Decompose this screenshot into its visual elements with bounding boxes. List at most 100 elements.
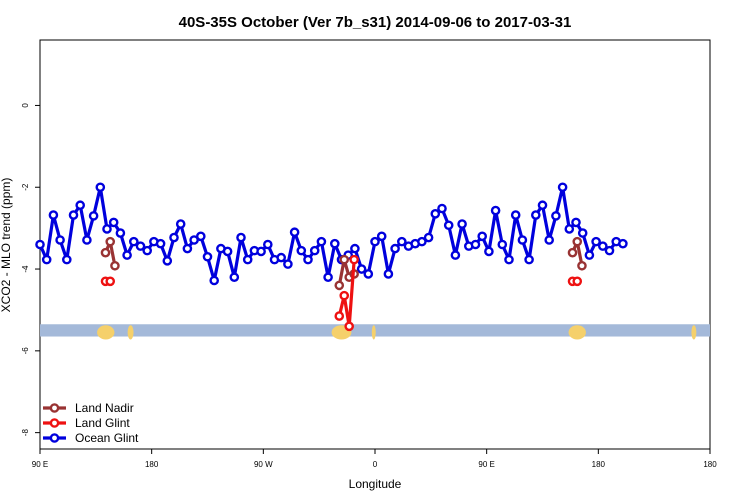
data-point <box>544 235 555 245</box>
data-point <box>490 205 501 216</box>
y-axis-label: XCO2 - MLO trend (ppm) <box>0 178 13 313</box>
data-point <box>155 238 166 249</box>
data-point <box>175 219 186 229</box>
land-patch <box>371 325 376 340</box>
data-point <box>339 290 350 301</box>
x-tick-label: 90 W <box>254 460 273 469</box>
data-point <box>182 243 193 254</box>
y-axis: 0 -2 -4 -6 -8 <box>21 103 40 437</box>
data-point <box>363 269 374 279</box>
data-point <box>169 232 179 243</box>
data-point <box>202 251 213 262</box>
data-point <box>88 211 99 221</box>
data-point <box>470 239 481 250</box>
data-point <box>334 280 345 291</box>
data-point <box>55 235 65 245</box>
data-point <box>572 236 583 247</box>
data-point <box>376 231 387 242</box>
data-point <box>443 220 454 231</box>
data-point <box>417 236 427 247</box>
data-point <box>329 238 340 249</box>
data-point <box>108 217 119 228</box>
data-point <box>105 276 116 287</box>
data-point <box>162 256 173 266</box>
legend-swatch-marker <box>49 433 60 443</box>
data-point <box>571 217 581 228</box>
data-point <box>457 219 467 229</box>
data-point <box>110 260 120 271</box>
data-point <box>95 182 106 193</box>
data-point <box>309 245 320 256</box>
data-point <box>423 232 434 243</box>
data-point <box>557 182 568 193</box>
data-point <box>577 260 587 271</box>
data-point <box>356 264 367 274</box>
data-point <box>390 243 400 254</box>
data-point <box>510 210 521 220</box>
data-point <box>537 200 548 211</box>
data-point <box>344 321 354 332</box>
y-tick-label: -6 <box>21 347 30 355</box>
data-point <box>396 236 407 247</box>
data-point <box>334 311 345 321</box>
data-point <box>604 245 615 256</box>
data-point <box>135 241 146 251</box>
x-tick-label: 180 <box>592 460 606 469</box>
data-point <box>572 276 583 287</box>
x-tick-label: 180 <box>145 460 159 469</box>
data-point <box>524 254 534 265</box>
legend-label: Land Glint <box>75 416 130 430</box>
data-point <box>236 232 246 243</box>
data-point <box>242 254 253 265</box>
land-patch <box>97 325 115 340</box>
x-tick-label: 180 <box>703 460 717 469</box>
x-tick-label: 90 E <box>32 460 48 469</box>
data-point <box>567 247 578 258</box>
data-point <box>102 224 112 234</box>
data-point <box>122 250 132 260</box>
data-point <box>296 245 307 256</box>
y-tick-label: -8 <box>21 429 30 437</box>
legend-swatch-marker <box>49 418 60 428</box>
data-point <box>504 254 514 265</box>
data-point <box>383 269 394 279</box>
data-point <box>577 228 588 238</box>
y-tick-label: -4 <box>21 265 30 273</box>
data-point <box>195 231 206 242</box>
data-point <box>477 231 488 242</box>
x-axis: 90 E 180 90 W 0 90 E 180 180 <box>32 449 717 469</box>
data-point <box>262 239 273 250</box>
data-point <box>209 275 219 286</box>
data-point <box>349 254 359 265</box>
land-patch <box>127 325 134 340</box>
data-point <box>316 236 327 247</box>
y-tick-label: -2 <box>21 183 30 191</box>
data-point <box>229 272 240 283</box>
data-point <box>48 210 59 220</box>
legend-label: Ocean Glint <box>75 431 139 445</box>
data-point <box>100 247 111 258</box>
land-patch <box>568 325 586 340</box>
y-tick-label: 0 <box>21 103 30 108</box>
series-land-glint <box>100 254 583 332</box>
data-point <box>450 250 461 260</box>
data-point <box>564 224 575 234</box>
series-line <box>337 259 356 328</box>
data-point <box>283 259 293 269</box>
legend-swatch-marker <box>49 403 60 413</box>
data-point <box>276 252 287 263</box>
data-point <box>128 236 139 247</box>
data-point <box>75 200 85 211</box>
data-point <box>289 227 300 238</box>
data-point <box>303 254 313 265</box>
data-point <box>591 236 601 247</box>
series-line <box>38 185 624 283</box>
chart-title: 40S-35S October (Ver 7b_s31) 2014-09-06 … <box>179 14 572 31</box>
data-point <box>68 210 79 220</box>
data-point <box>618 238 628 249</box>
x-axis-label: Longitude <box>349 477 402 491</box>
series-land-nadir <box>100 236 587 291</box>
data-point <box>484 246 494 257</box>
